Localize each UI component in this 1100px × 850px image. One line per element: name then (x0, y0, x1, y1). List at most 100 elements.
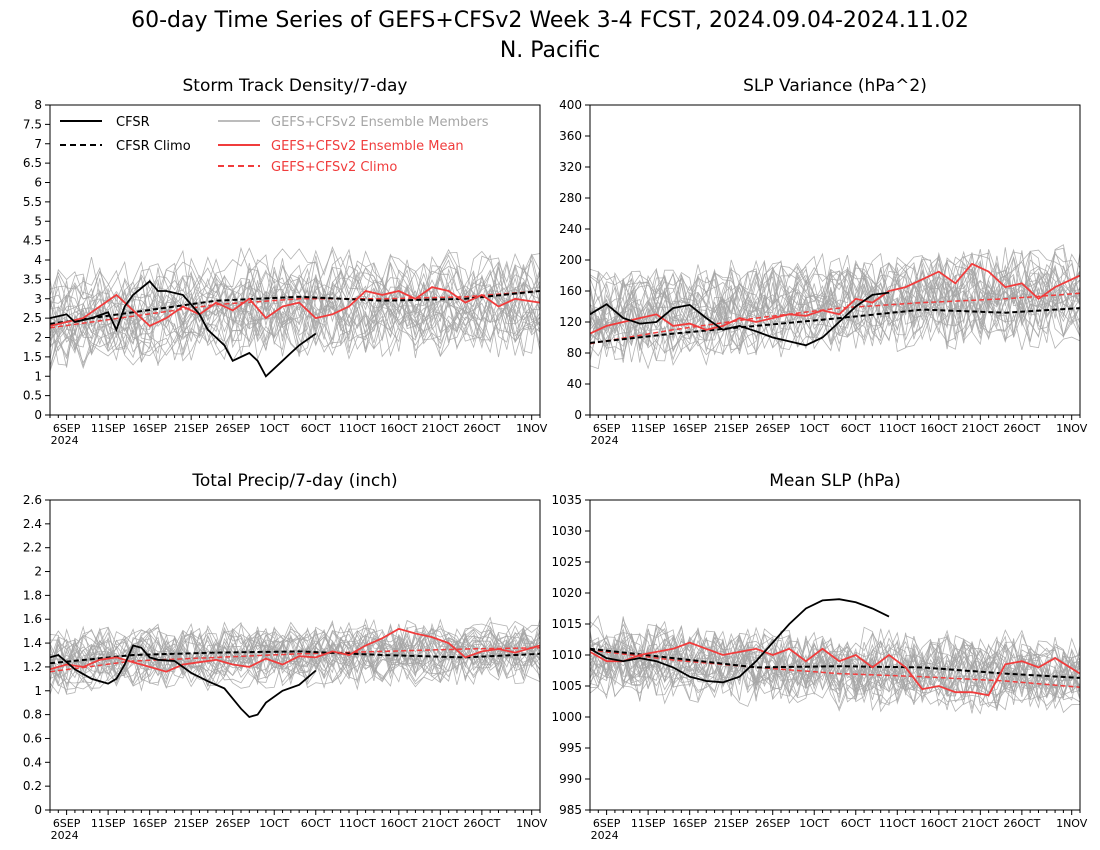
x-tick-label: 16OCT (380, 422, 417, 435)
series-cfsr (49, 280, 317, 378)
x-tick-label: 21SEP (174, 817, 209, 830)
ensemble-member-line (49, 252, 541, 305)
panel-title: Mean SLP (hPa) (769, 471, 901, 491)
x-tick-label: 21SEP (714, 817, 749, 830)
ensemble-member-line (589, 286, 1081, 370)
x-tick-label: 16SEP (672, 817, 707, 830)
figure-title: 60-day Time Series of GEFS+CFSv2 Week 3-… (131, 8, 969, 33)
y-tick-label: 2.4 (23, 517, 42, 531)
series-cfsr-climo (49, 650, 541, 665)
ensemble-member-line (49, 626, 541, 671)
series-cfsr-climo (49, 290, 541, 325)
ensemble-member-line (49, 249, 541, 319)
x-tick-label: 11SEP (631, 817, 666, 830)
y-tick-label: 1.5 (23, 350, 42, 364)
x-tick-label: 26OCT (463, 422, 500, 435)
panel-total-precip: Total Precip/7-day (inch)00.20.40.60.811… (23, 471, 548, 842)
y-tick-label: 80 (567, 346, 582, 360)
ensemble-members (49, 246, 541, 372)
x-tick-label: 6OCT (841, 817, 871, 830)
ensemble-member-line (589, 637, 1081, 701)
x-tick-label: 1NOV (516, 422, 548, 435)
x-tick-label: 11OCT (879, 422, 916, 435)
x-tick-label: 21OCT (962, 422, 999, 435)
ensemble-member-line (589, 253, 1081, 335)
y-tick-label: 1010 (551, 648, 582, 662)
panel-title: Storm Track Density/7-day (183, 76, 408, 96)
x-tick-label: 6OCT (301, 817, 331, 830)
ensemble-member-line (589, 271, 1081, 347)
series-gefs-cfsv2-ensemble-mean (49, 627, 541, 673)
x-tick-label: 6SEP (53, 422, 81, 435)
y-tick-label: 1035 (551, 493, 582, 507)
panel-mean-slp: Mean SLP (hPa) 985 990 995 1000 1005 1010 1015 1… (551, 471, 1087, 842)
ensemble-member-line (589, 255, 1081, 326)
x-tick-label: 1OCT (259, 817, 289, 830)
y-tick-label: 985 (559, 803, 582, 817)
x-tick-label: 1NOV (1056, 817, 1088, 830)
ensemble-member-line (589, 615, 1081, 682)
series-gefs-cfsv2-climo (49, 647, 541, 673)
x-tick-label: 16OCT (920, 422, 957, 435)
panel-storm-track: Storm Track Density/7-day 0 0.5 1 1.5 2 2.5 3 3.… (23, 76, 548, 447)
y-tick-label: 40 (567, 377, 582, 391)
y-tick-label: 1.6 (23, 612, 42, 626)
figure-subtitle: N. Pacific (500, 38, 600, 63)
y-tick-label: 995 (559, 741, 582, 755)
ensemble-member-line (49, 626, 541, 680)
x-tick-label: 21OCT (962, 817, 999, 830)
ensemble-member-line (49, 618, 541, 671)
series-gefs-cfsv2-climo (589, 292, 1081, 345)
x-tick-year-label: 2024 (591, 829, 619, 842)
legend: CFSR CFSR Climo GEFS+CFSv2 Ensemble Memb… (60, 115, 489, 175)
y-tick-label: 1.2 (23, 660, 42, 674)
ensemble-member-line (49, 255, 541, 330)
ensemble-member-line (589, 249, 1081, 329)
series-cfsr-climo (589, 307, 1081, 344)
x-tick-year-label: 2024 (51, 434, 79, 447)
ensemble-member-line (49, 247, 541, 310)
ensemble-member-line (49, 289, 541, 354)
y-tick-label: 6 (34, 176, 42, 190)
x-tick-label: 1NOV (516, 817, 548, 830)
x-tick-label: 1NOV (1056, 422, 1088, 435)
x-tick-label: 16SEP (672, 422, 707, 435)
panel-title: Total Precip/7-day (inch) (191, 471, 397, 491)
y-tick-label: 400 (559, 98, 582, 112)
y-tick-label: 240 (559, 222, 582, 236)
x-tick-label: 26OCT (1003, 817, 1040, 830)
x-tick-label: 6OCT (301, 422, 331, 435)
y-tick-label: 5 (34, 214, 42, 228)
y-tick-label: 1.4 (23, 636, 42, 650)
x-tick-label: 6SEP (593, 817, 621, 830)
ensemble-member-line (589, 252, 1081, 337)
x-tick-label: 6SEP (53, 817, 81, 830)
x-tick-label: 26SEP (755, 422, 790, 435)
panel-title: SLP Variance (hPa^2) (743, 76, 927, 96)
y-tick-label: 4 (34, 253, 42, 267)
x-tick-label: 21SEP (714, 422, 749, 435)
legend-members-label: GEFS+CFSv2 Ensemble Members (271, 115, 489, 130)
x-tick-label: 11SEP (91, 422, 126, 435)
series-gefs-cfsv2-ensemble-mean (589, 641, 1081, 697)
x-tick-year-label: 2024 (591, 434, 619, 447)
ensemble-member-line (589, 283, 1081, 353)
plot-frame (49, 499, 541, 811)
x-tick-label: 26OCT (463, 817, 500, 830)
x-tick-label: 6SEP (593, 422, 621, 435)
ensemble-member-line (49, 291, 541, 350)
ensemble-member-line (589, 636, 1081, 695)
y-tick-label: 1005 (551, 679, 582, 693)
y-tick-label: 5.5 (23, 195, 42, 209)
y-tick-label: 1015 (551, 617, 582, 631)
x-tick-label: 26OCT (1003, 422, 1040, 435)
y-tick-label: 160 (559, 284, 582, 298)
y-tick-label: 1030 (551, 524, 582, 538)
y-tick-label: 7 (34, 137, 42, 151)
y-tick-label: 0.5 (23, 389, 42, 403)
panel-slp-variance: SLP Variance (hPa^2) 0 40 80 120 160 200 240 280… (559, 76, 1088, 447)
legend-cfsr-climo-label: CFSR Climo (116, 139, 191, 154)
legend-cfsr-label: CFSR (116, 115, 150, 130)
x-tick-label: 21OCT (422, 422, 459, 435)
